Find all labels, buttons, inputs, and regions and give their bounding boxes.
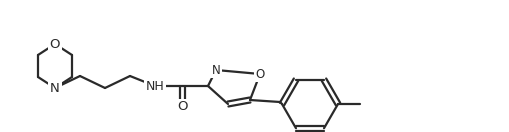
Text: NH: NH bbox=[146, 79, 164, 93]
Text: O: O bbox=[50, 37, 60, 51]
Text: O: O bbox=[255, 67, 264, 81]
Text: N: N bbox=[50, 81, 60, 95]
Text: N: N bbox=[211, 63, 220, 77]
Text: O: O bbox=[178, 100, 188, 114]
